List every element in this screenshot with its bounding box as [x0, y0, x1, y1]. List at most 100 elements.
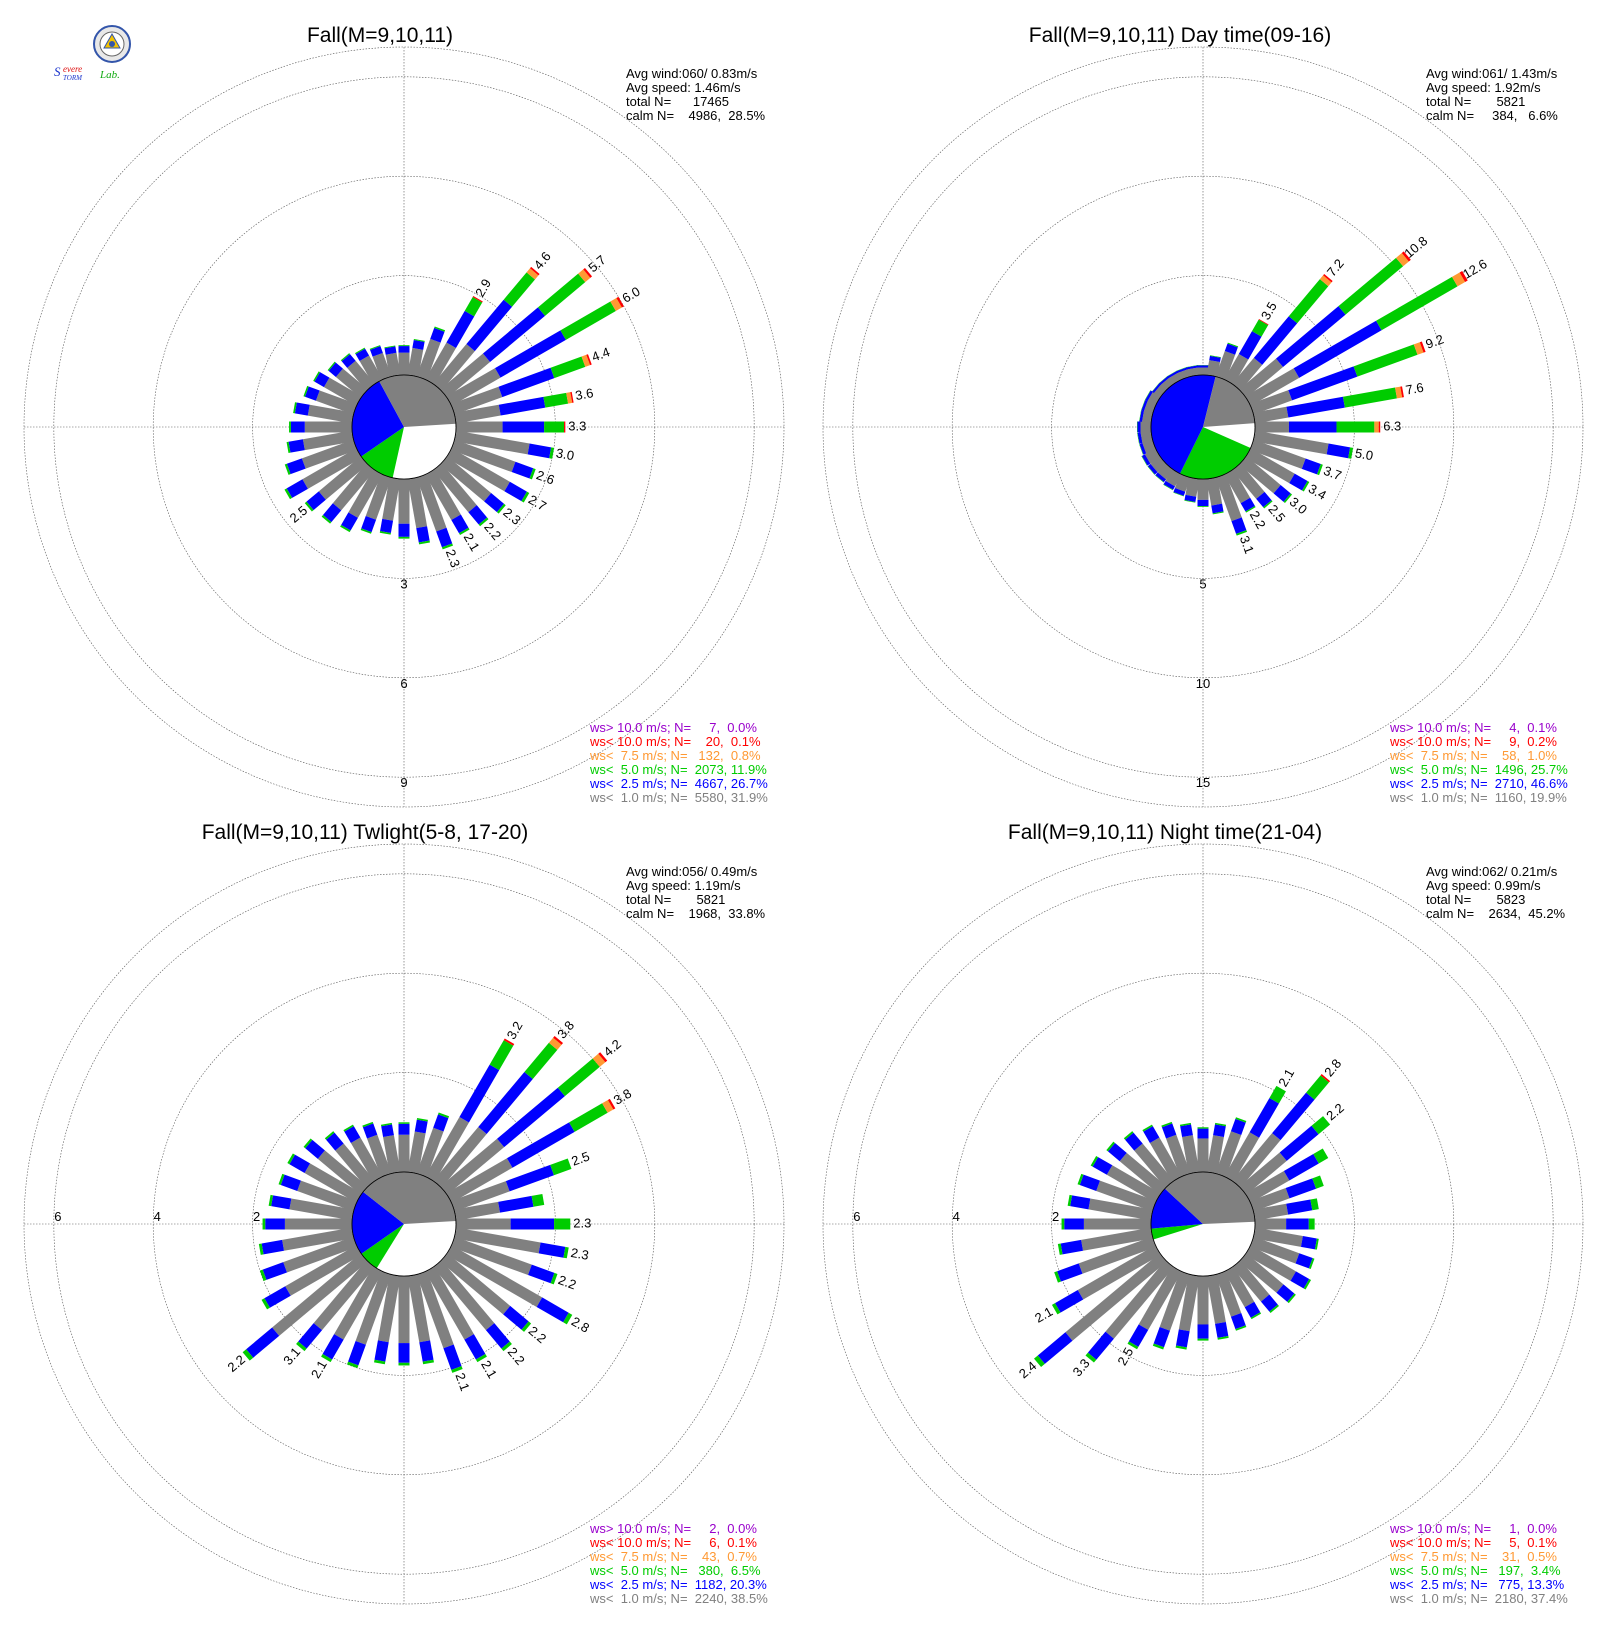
petal-segment [414, 1119, 428, 1134]
petal-segment [1419, 341, 1426, 353]
petal-segment [504, 481, 527, 502]
petal-segment [425, 469, 461, 520]
petal-segment [284, 488, 293, 500]
petal-segment [365, 473, 392, 520]
petal-segment [1152, 383, 1161, 393]
petal-segment [446, 368, 501, 406]
petal-segment [416, 1127, 444, 1178]
petal-segment [289, 1154, 311, 1173]
petal-segment [1186, 365, 1198, 368]
petal-segment [538, 1242, 566, 1258]
legend-entry: ws< 2.5 m/s; N= 4667, 26.7% [589, 776, 768, 791]
petal-value-label: 2.2 [505, 1344, 528, 1367]
petal-segment [1197, 505, 1209, 507]
petal-segment [350, 1137, 383, 1182]
petal-segment [1224, 1266, 1255, 1308]
petal-segment [1187, 367, 1200, 377]
petal-segment [380, 518, 394, 533]
windrose-panel: 2.1 2.8 2.2 2.5 3.3 2.4 2.1 2 4 6 Fall(M=9,10,11) … [822, 821, 1584, 1606]
petal-value-label: 5.7 [585, 252, 608, 275]
petal-segment [315, 390, 358, 415]
petal-value-label: 4.4 [590, 344, 612, 364]
petal-value-label: 9.2 [1424, 331, 1446, 351]
petal-segment [1105, 1260, 1174, 1339]
ring-label: 6 [400, 676, 407, 691]
calm-pie-slice [363, 1172, 456, 1224]
petal-segment [398, 346, 410, 353]
petal-segment [1215, 351, 1236, 381]
ring-label: 9 [400, 775, 407, 790]
petal-segment [259, 1269, 267, 1281]
petal-segment [304, 1163, 362, 1203]
petal-segment [433, 344, 475, 391]
petal-segment [1155, 475, 1164, 483]
legend-entry: ws< 5.0 m/s; N= 1496, 25.7% [1389, 762, 1568, 777]
petal-segment [290, 421, 305, 433]
petal-segment [1139, 410, 1144, 422]
petal-segment [1306, 1075, 1330, 1100]
petal-value-label: 2.5 [1265, 502, 1288, 525]
petal-segment [1178, 1274, 1200, 1332]
legend-entry: ws< 10.0 m/s; N= 5, 0.1% [1389, 1535, 1557, 1550]
petal-segment [1285, 1178, 1317, 1199]
petal-segment [1230, 1118, 1246, 1135]
petal-segment [446, 448, 510, 492]
petal-segment [1232, 1260, 1270, 1302]
petal-segment [1245, 368, 1300, 406]
petal-segment [1300, 1236, 1317, 1250]
petal-segment [1139, 410, 1142, 422]
stat-line: Avg speed: 1.92m/s [1426, 80, 1541, 95]
stat-line: Avg speed: 1.19m/s [626, 878, 741, 893]
petal-segment [1342, 387, 1397, 408]
petal-segment [1197, 1128, 1209, 1139]
petal-segment [306, 491, 326, 511]
petal-segment [297, 1180, 358, 1212]
petal-segment [1250, 1312, 1262, 1320]
petal-segment [359, 355, 383, 385]
petal-segment [1134, 1143, 1174, 1188]
petal-segment [272, 1253, 368, 1336]
calm-disk-outline [351, 1171, 457, 1277]
petal-segment [484, 492, 504, 513]
petal-segment [416, 338, 441, 381]
petal-segment [1260, 1294, 1278, 1312]
petal-segment [355, 348, 370, 362]
petal-value-label: 3.2 [504, 1019, 526, 1042]
legend-entry: ws< 2.5 m/s; N= 2710, 46.6% [1389, 776, 1568, 791]
stat-line: calm N= 2634, 45.2% [1426, 906, 1566, 921]
petal-segment [348, 469, 383, 518]
petal-segment [1197, 1324, 1209, 1339]
petal-segment [1224, 343, 1238, 355]
petal-segment [1215, 473, 1242, 522]
petal-segment [1142, 411, 1153, 424]
petal-segment [413, 338, 425, 342]
petal-segment [1286, 1199, 1313, 1215]
petal-segment [1258, 318, 1269, 326]
petal-segment [1236, 530, 1248, 536]
petal-segment [1127, 1341, 1139, 1350]
ring-label: 5 [1199, 576, 1206, 591]
legend-entry: ws< 10.0 m/s; N= 9, 0.2% [1389, 734, 1557, 749]
petal-segment [1166, 1134, 1191, 1178]
stat-line: Avg speed: 0.99m/s [1426, 878, 1541, 893]
petal-segment [1240, 497, 1255, 512]
petal-segment [1245, 506, 1256, 513]
petal-segment [323, 377, 362, 406]
calm-pie-slice [1164, 1172, 1255, 1224]
chart-title: Fall(M=9,10,11) Day time(09-16) [1029, 24, 1331, 47]
petal-segment [334, 1266, 383, 1340]
petal-segment [422, 1359, 434, 1365]
petal-segment [313, 1260, 375, 1331]
petal-segment [398, 352, 410, 375]
petal-segment [1353, 344, 1418, 377]
stat-line: calm N= 1968, 33.8% [626, 906, 766, 921]
petal-segment [1253, 1203, 1289, 1221]
petal-segment [506, 1122, 575, 1168]
petal-segment [436, 527, 453, 548]
petal-segment [1197, 367, 1209, 375]
petal-segment [526, 268, 539, 280]
petal-segment [1137, 421, 1141, 433]
petal-segment [303, 385, 309, 397]
petal-segment [1159, 376, 1169, 385]
petal-segment [418, 540, 430, 545]
